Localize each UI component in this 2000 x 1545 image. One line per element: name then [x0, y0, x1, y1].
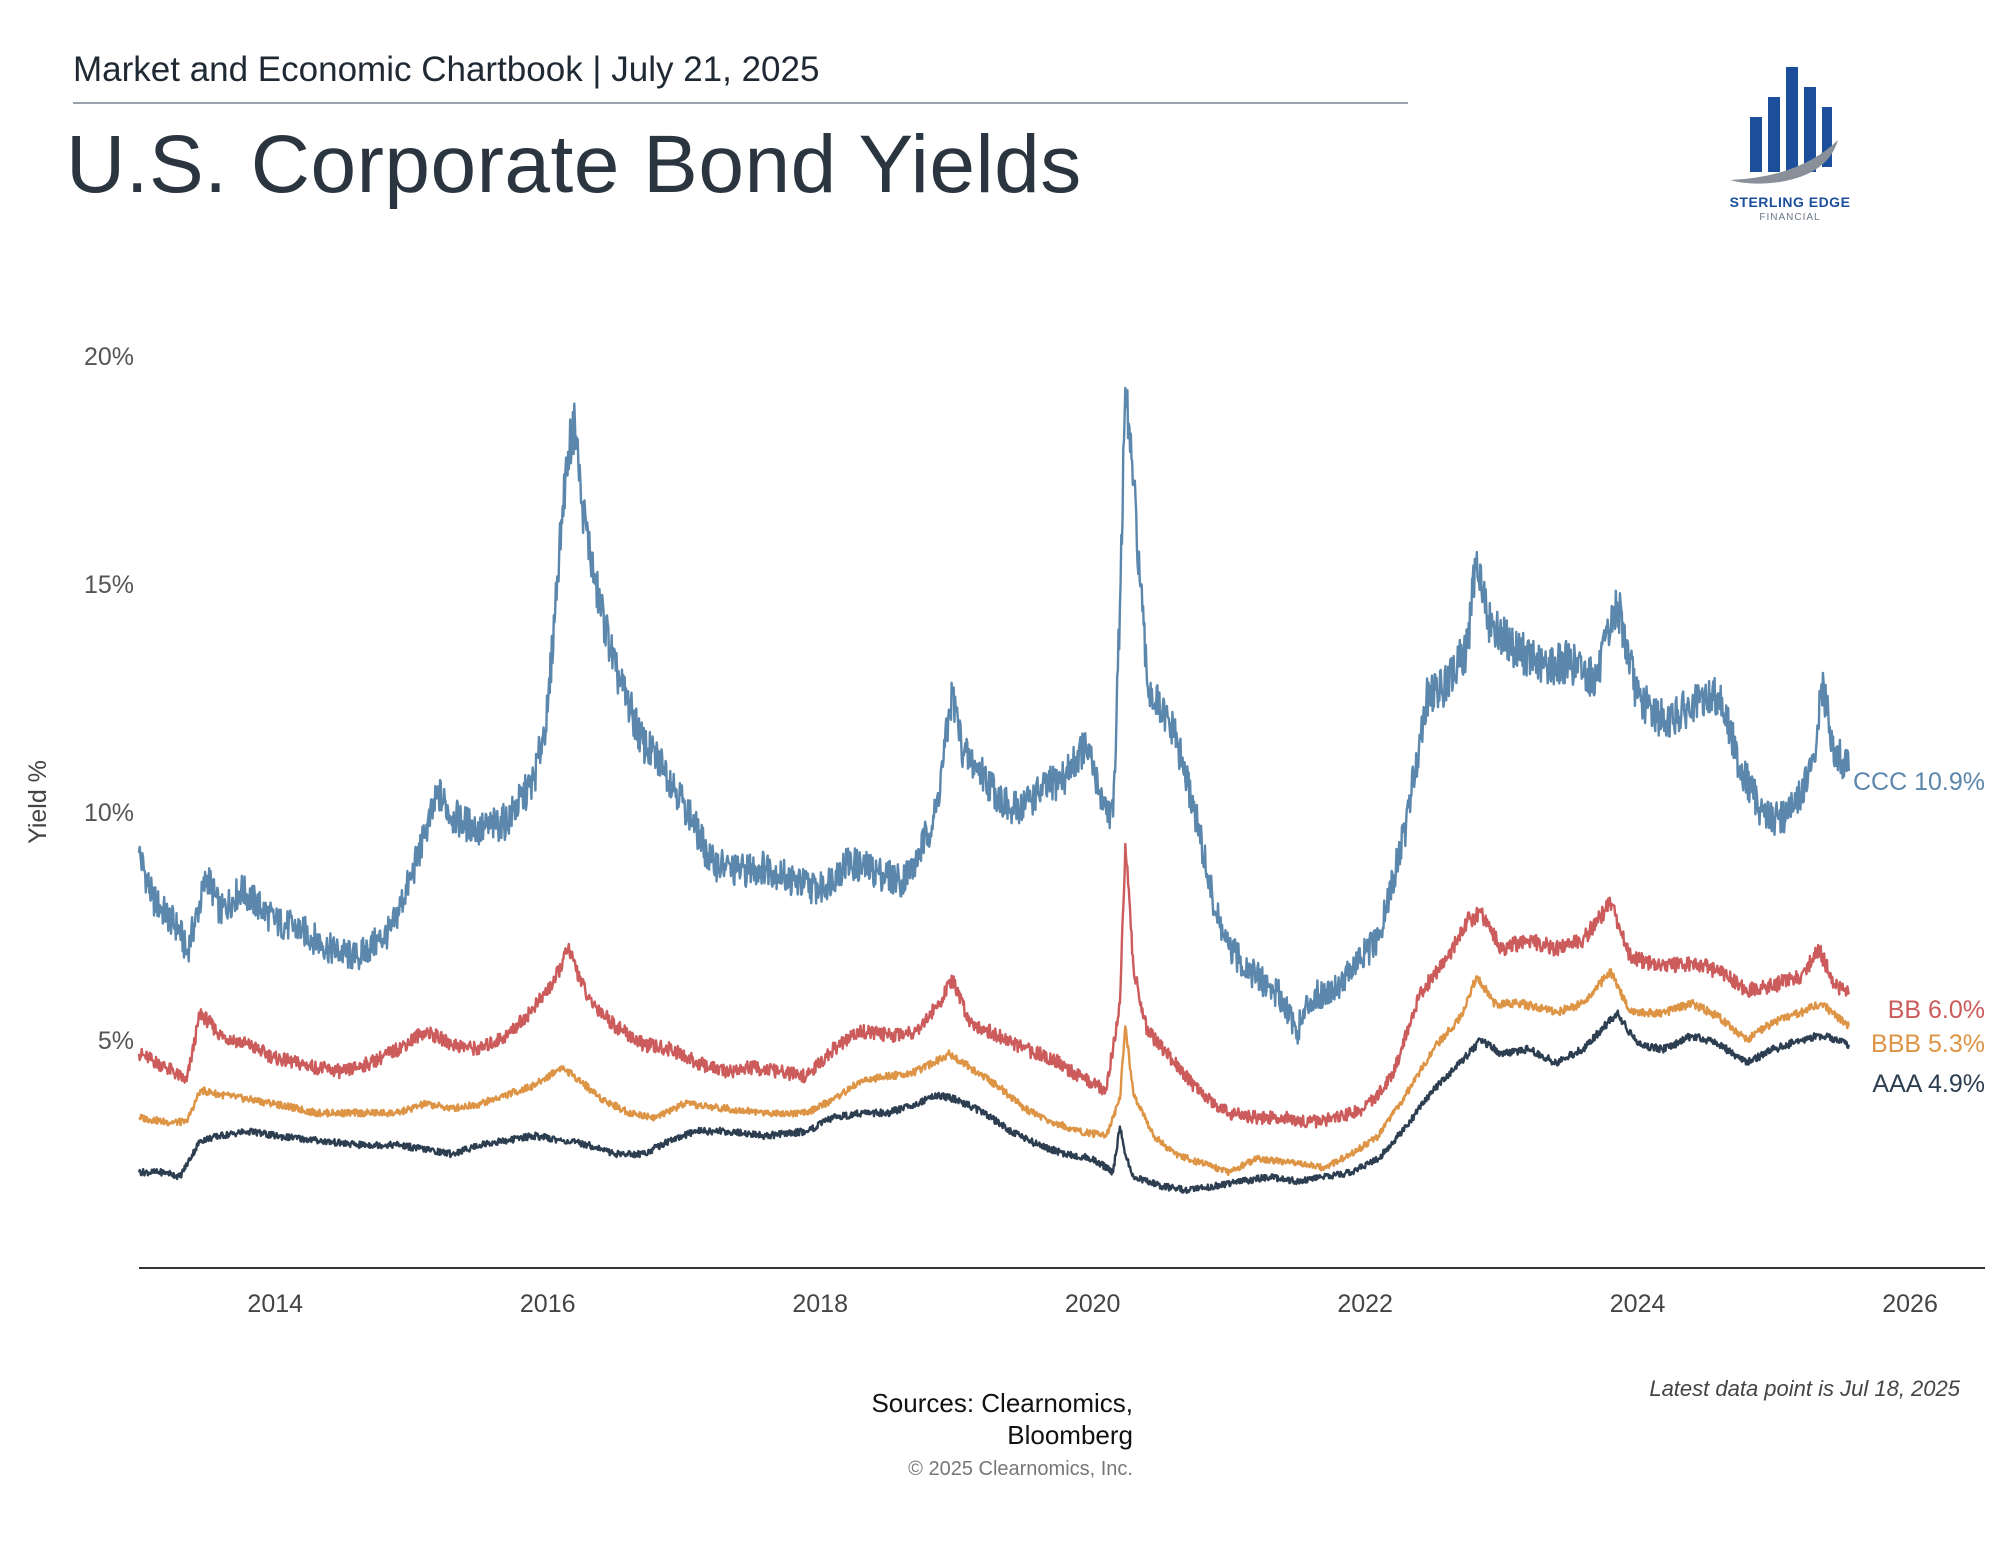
latest-data-note: Latest data point is Jul 18, 2025: [1649, 1376, 1960, 1401]
label-layer: CCC 10.9% BB 6.0% BBB 5.3% AAA 4.9%: [1853, 768, 1985, 1098]
logo-bar-2: [1768, 97, 1780, 172]
y-tick-label-20: 20%: [84, 343, 134, 371]
copyright-note: © 2025 Clearnomics, Inc.: [908, 1458, 1133, 1480]
header-rule: [73, 102, 1408, 104]
end-label-aaa: AAA 4.9%: [1872, 1070, 1985, 1098]
y-tick-label-15: 15%: [84, 571, 134, 599]
end-label-ccc: CCC 10.9%: [1853, 768, 1985, 796]
logo-bar-1: [1750, 117, 1762, 172]
series-line-aaa: [137, 1009, 1850, 1195]
end-label-bbb: BBB 5.3%: [1871, 1030, 1985, 1058]
x-tick-label-2018: 2018: [792, 1290, 848, 1318]
x-tick-label-2020: 2020: [1065, 1290, 1121, 1318]
sources-line-2: Bloomberg: [1007, 1420, 1133, 1450]
x-tick-label-2024: 2024: [1610, 1290, 1666, 1318]
axis-layer: 2014 2016 2018 2020 2022 2024 2026 5% 10% 15% 20% Y…: [24, 343, 1985, 1318]
page-title: U.S. Corporate Bond Yields: [66, 119, 1082, 210]
series-layer: [137, 386, 1850, 1195]
sources-line-1: Sources: Clearnomics,: [871, 1388, 1133, 1418]
logo-subname: FINANCIAL: [1759, 212, 1821, 223]
y-tick-label-10: 10%: [84, 799, 134, 827]
sources-note: Sources: Clearnomics, Bloomberg: [820, 1387, 1133, 1451]
y-axis-label: Yield %: [24, 760, 52, 844]
end-label-bb: BB 6.0%: [1888, 996, 1985, 1024]
logo-bar-4: [1804, 87, 1816, 172]
x-tick-label-2022: 2022: [1337, 1290, 1393, 1318]
y-tick-label-5: 5%: [98, 1027, 134, 1055]
x-tick-label-2016: 2016: [520, 1290, 576, 1318]
logo-bar-3: [1786, 67, 1798, 172]
logo-name: STERLING EDGE: [1729, 194, 1851, 210]
x-tick-label-2014: 2014: [247, 1290, 303, 1318]
x-tick-label-2026: 2026: [1882, 1290, 1938, 1318]
chartbook-header: Market and Economic Chartbook | July 21,…: [73, 50, 820, 89]
series-line-ccc: [137, 386, 1850, 1045]
logo-bar-5: [1822, 107, 1832, 167]
series-line-bb: [137, 842, 1850, 1129]
sterling-edge-logo: [1730, 67, 1838, 184]
logo-swoosh: [1730, 140, 1838, 184]
series-line-bbb: [138, 968, 1850, 1177]
